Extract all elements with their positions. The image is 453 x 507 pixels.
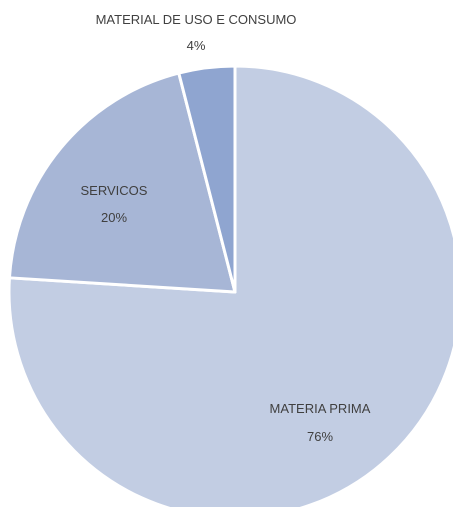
pie-slice-material-de-uso-e-consumo [177, 64, 237, 294]
slice-label-material-uso-consumo-percent: 4% [187, 38, 206, 53]
pie-slices [7, 64, 453, 507]
slice-label-materia-prima-percent: 76% [307, 429, 333, 444]
pie-labels: MATERIA PRIMA 76% SERVICOS 20% MATERIAL … [81, 12, 371, 444]
slice-label-material-uso-consumo-name: MATERIAL DE USO E CONSUMO [96, 12, 297, 27]
slice-label-servicos-percent: 20% [101, 210, 127, 225]
pie-slice-servicos [7, 71, 237, 294]
slice-label-materia-prima-name: MATERIA PRIMA [270, 401, 371, 416]
slice-label-servicos-name: SERVICOS [81, 183, 148, 198]
pie-slice-materia-prima [7, 64, 453, 507]
